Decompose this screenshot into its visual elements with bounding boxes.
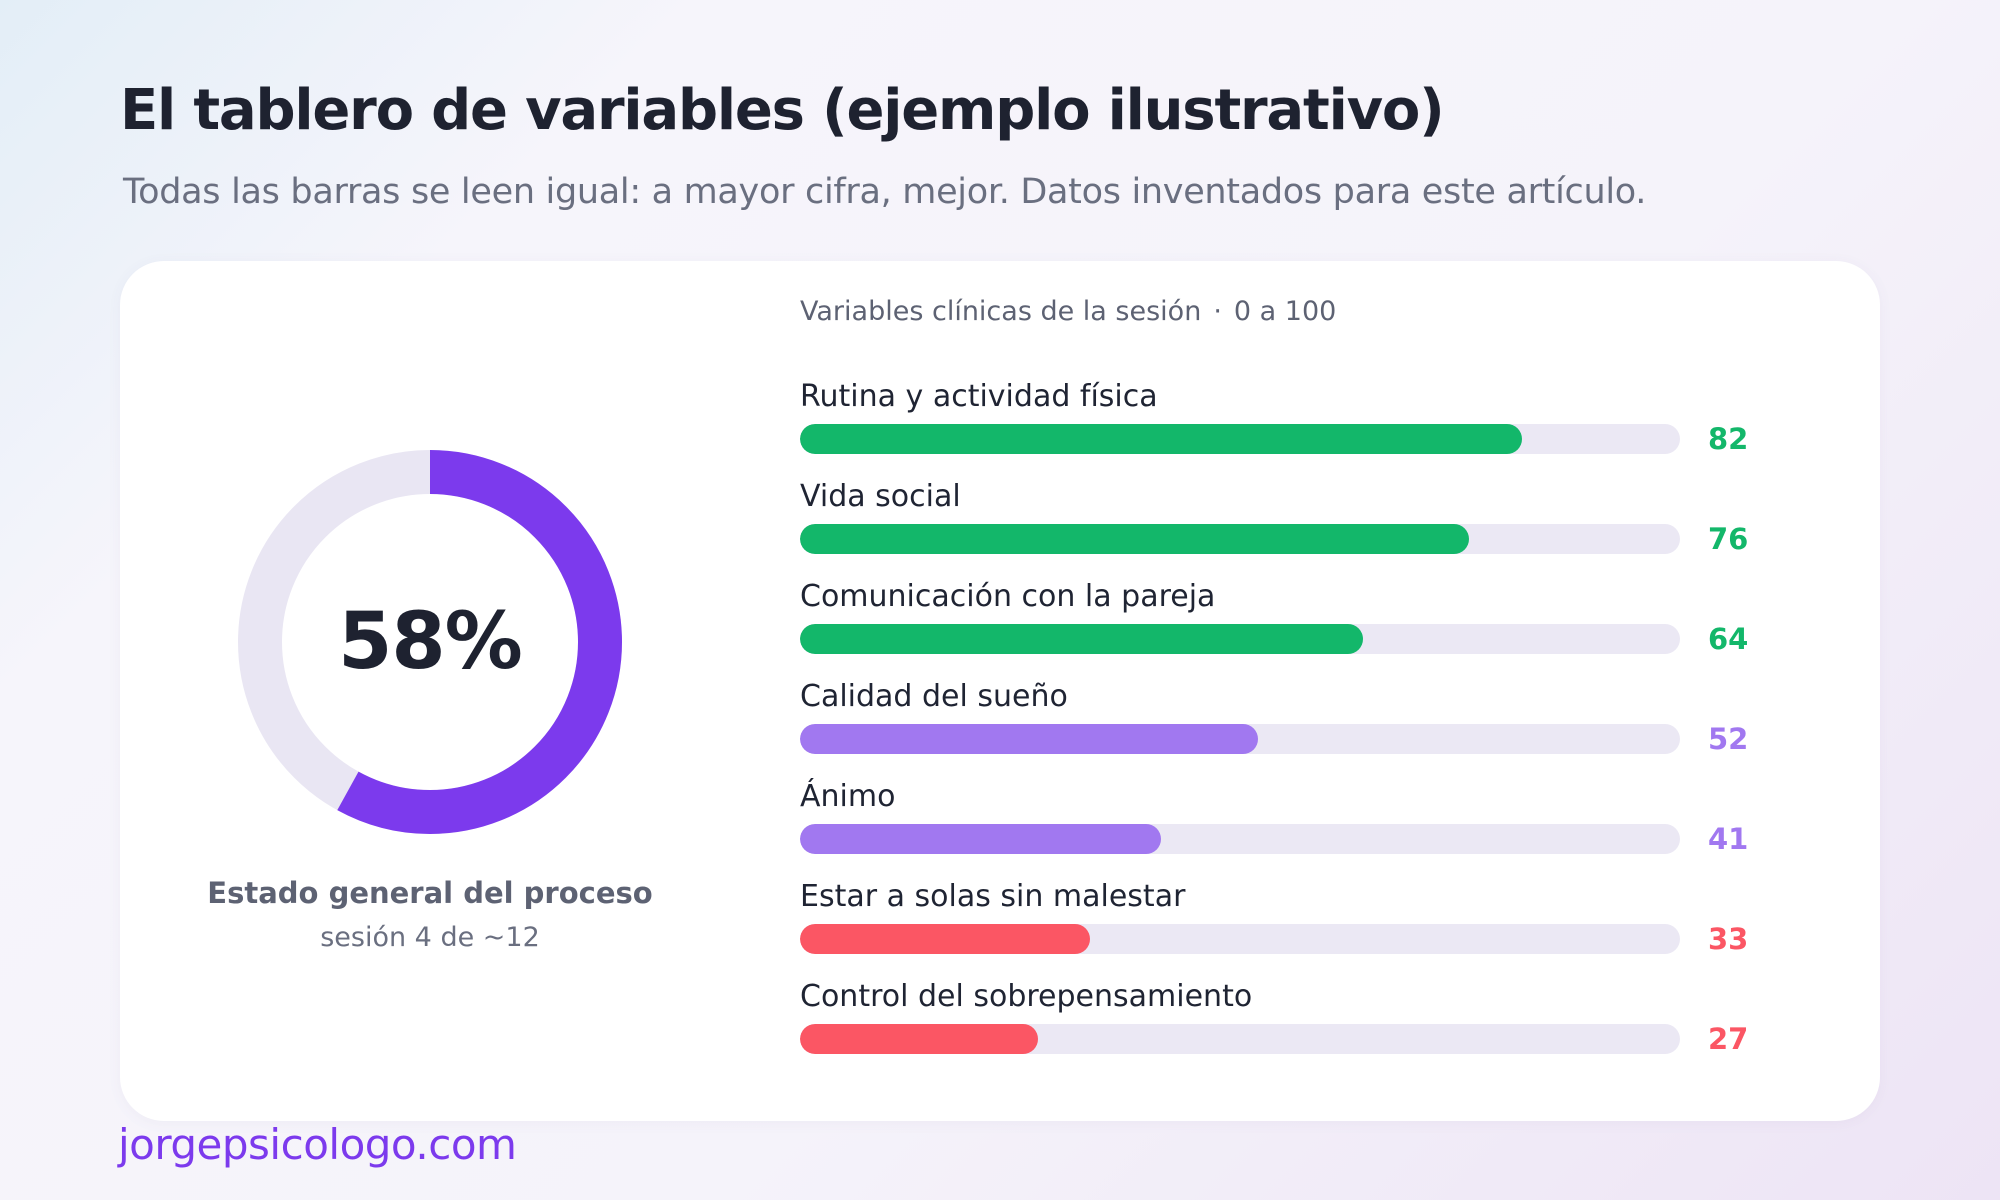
bar-track — [800, 724, 1680, 754]
bar-row: Control del sobrepensamiento 27 — [800, 974, 1800, 1074]
dashboard-card — [120, 261, 1880, 1121]
bar-label: Ánimo — [800, 779, 896, 814]
bar-value-label: 82 — [1708, 422, 1749, 456]
bar-label: Estar a solas sin malestar — [800, 879, 1186, 914]
page-subtitle: Todas las barras se leen igual: a mayor … — [123, 172, 1647, 212]
bar-row: Estar a solas sin malestar 33 — [800, 874, 1800, 974]
progress-donut — [238, 450, 622, 834]
footer-brand: jorgepsicologo.com — [118, 1120, 517, 1169]
bar-track — [800, 624, 1680, 654]
bar-value-label: 52 — [1708, 722, 1749, 756]
donut-label: Estado general del proceso — [207, 876, 653, 910]
bar-track — [800, 524, 1680, 554]
bar-row: Calidad del sueño 52 — [800, 674, 1800, 774]
bar — [800, 524, 1469, 554]
bar-value-label: 41 — [1708, 822, 1749, 856]
bar — [800, 424, 1522, 454]
bar — [800, 724, 1258, 754]
panel-heading-separator: · — [1213, 296, 1222, 327]
bar-track — [800, 424, 1680, 454]
bar-label: Vida social — [800, 479, 961, 514]
bar-label: Comunicación con la pareja — [800, 579, 1216, 614]
bar-row: Vida social 76 — [800, 474, 1800, 574]
bar-track — [800, 924, 1680, 954]
bar — [800, 624, 1364, 654]
variables-bar-chart: Rutina y actividad física 82 Vida social 76… — [800, 374, 1800, 1074]
bar-label: Control del sobrepensamiento — [800, 979, 1253, 1014]
bar — [800, 924, 1091, 954]
bar-label: Calidad del sueño — [800, 679, 1068, 714]
panel-heading-text: Variables clínicas de la sesión — [800, 296, 1202, 327]
panel-heading: Variables clínicas de la sesión · 0 a 100 — [800, 296, 1336, 327]
donut-progress — [238, 450, 622, 834]
bar-row: Ánimo 41 — [800, 774, 1800, 874]
bar-track — [800, 1024, 1680, 1054]
bar-value-label: 27 — [1708, 1022, 1749, 1056]
donut-value: 58% — [338, 597, 523, 687]
panel-range: 0 a 100 — [1233, 296, 1337, 327]
bar-value-label: 64 — [1708, 622, 1749, 656]
session-counter: sesión 4 de ~12 — [320, 922, 540, 953]
bar — [800, 824, 1161, 854]
page-title: El tablero de variables (ejemplo ilustra… — [120, 78, 1445, 143]
bar-track — [800, 824, 1680, 854]
bar-row: Comunicación con la pareja 64 — [800, 574, 1800, 674]
bar-label: Rutina y actividad física — [800, 379, 1158, 414]
bar-value-label: 76 — [1708, 522, 1749, 556]
bar-row: Rutina y actividad física 82 — [800, 374, 1800, 474]
bar — [800, 1024, 1038, 1054]
bar-value-label: 33 — [1708, 922, 1749, 956]
